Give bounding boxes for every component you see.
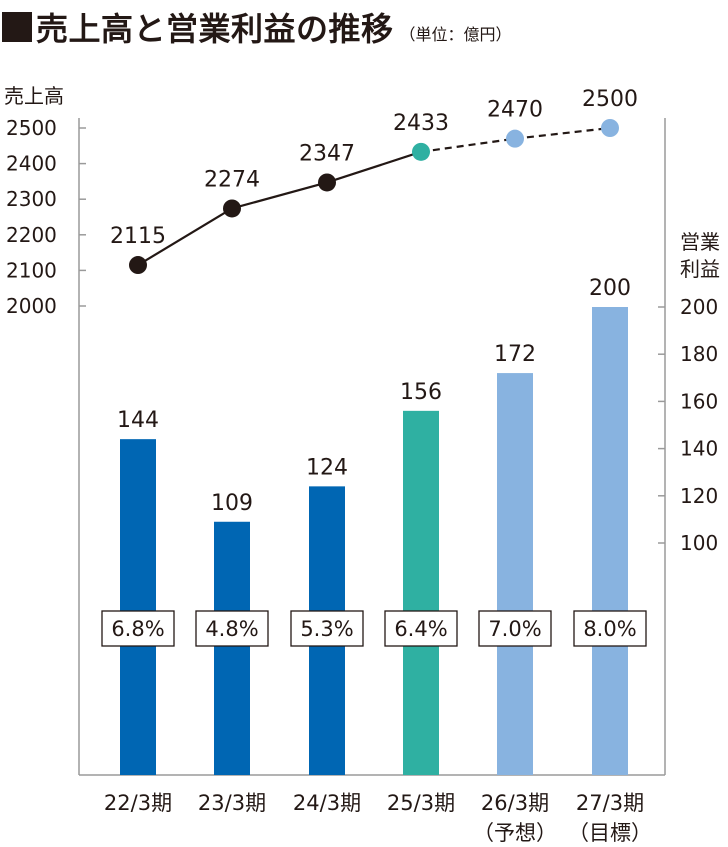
line-segment-forecast [420, 137, 516, 153]
chart-title: 売上高と営業利益の推移 （単位：億円） [0, 4, 512, 48]
title-unit: （単位：億円） [399, 25, 512, 44]
line-segment [326, 150, 422, 184]
bar [120, 439, 156, 775]
line-point [318, 173, 336, 192]
line-segment [137, 207, 233, 267]
left-tick-label: 2100 [6, 258, 57, 282]
bar [497, 373, 533, 775]
right-axis-title-line: 利益 [680, 257, 720, 281]
ratio-boxes: 6.8% 4.8% 5.3% 6.4% 7.0% 8.0% [101, 610, 647, 647]
line-point [601, 119, 619, 137]
line-point [223, 199, 241, 218]
category-note: （目標） [568, 821, 652, 845]
ratio-label: 5.3% [300, 617, 353, 641]
line-segment [231, 181, 328, 210]
bar [403, 410, 439, 775]
axes [78, 118, 666, 776]
right-tick-label: 100 [680, 531, 718, 555]
line-value-label: 2347 [299, 141, 355, 166]
ratio-box: 7.0% [478, 610, 552, 647]
ratio-box-frame [101, 610, 175, 647]
left-axis-title: 売上高 [4, 84, 64, 108]
line-point [506, 129, 524, 148]
category-note: （予想） [473, 821, 557, 845]
line-value-label: 2274 [204, 167, 260, 192]
ratio-box: 8.0% [573, 610, 647, 647]
right-tick-label: 200 [680, 295, 718, 319]
line-value-label: 2433 [393, 111, 449, 136]
ratio-box-frame [290, 610, 364, 647]
left-tick-label: 2000 [6, 294, 57, 318]
category-label: 26/3期 [481, 791, 549, 815]
bar [592, 307, 628, 775]
ratio-label: 6.8% [111, 617, 164, 641]
sales-line [129, 119, 619, 275]
line-value-label: 2500 [582, 87, 638, 112]
ratio-label: 4.8% [205, 617, 258, 641]
ratio-box-frame [478, 610, 552, 647]
left-tick-label: 2500 [6, 116, 57, 140]
category-label: 23/3期 [198, 791, 266, 815]
left-tick-label: 2200 [6, 223, 57, 247]
ratio-box-frame [384, 610, 458, 647]
category-label: 22/3期 [104, 791, 172, 815]
category-label: 24/3期 [293, 791, 361, 815]
ratio-box: 4.8% [195, 610, 269, 647]
ratio-label: 8.0% [583, 617, 636, 641]
left-tick-label: 2400 [6, 152, 57, 176]
left-axis-ticks: 2000 2100 2200 2300 2400 2500 [6, 116, 86, 318]
category-label: 25/3期 [387, 791, 455, 815]
bar-value-labels: 144 109 124 156 172 200 [117, 276, 631, 516]
bar-value-label: 124 [306, 455, 348, 480]
right-axis-ticks: 100 120 140 160 180 200 [658, 295, 718, 555]
ratio-box: 6.4% [384, 610, 458, 647]
line-value-label: 2470 [487, 98, 543, 123]
title-text: 売上高と営業利益の推移 [36, 10, 394, 48]
bar-value-label: 156 [400, 380, 442, 405]
left-tick-label: 2300 [6, 187, 57, 211]
category-label: 27/3期 [576, 791, 644, 815]
line-point [412, 142, 430, 161]
ratio-label: 6.4% [394, 617, 447, 641]
line-point [129, 256, 147, 275]
right-tick-label: 120 [680, 484, 718, 508]
ratio-box: 6.8% [101, 610, 175, 647]
right-axis-title-line: 営業 [680, 230, 720, 254]
title-square-marker [2, 12, 32, 42]
right-tick-label: 180 [680, 342, 718, 366]
bar-value-label: 144 [117, 408, 159, 433]
bar [214, 521, 250, 775]
line-value-labels: 2115 2274 2347 2433 2470 2500 [110, 87, 638, 249]
bar-value-label: 109 [211, 491, 253, 516]
bar-value-label: 172 [494, 342, 536, 367]
category-labels: 22/3期 23/3期 24/3期 25/3期 26/3期 （予想） 27/3期 （目標） [104, 791, 652, 845]
bars [120, 307, 628, 775]
right-tick-label: 160 [680, 389, 718, 413]
line-segment-forecast [514, 126, 611, 140]
right-tick-label: 140 [680, 437, 718, 461]
ratio-label: 7.0% [488, 617, 541, 641]
ratio-box-frame [573, 610, 647, 647]
line-value-label: 2115 [110, 224, 166, 249]
bar-value-label: 200 [589, 276, 631, 301]
ratio-box-frame [195, 610, 269, 647]
ratio-box: 5.3% [290, 610, 364, 647]
